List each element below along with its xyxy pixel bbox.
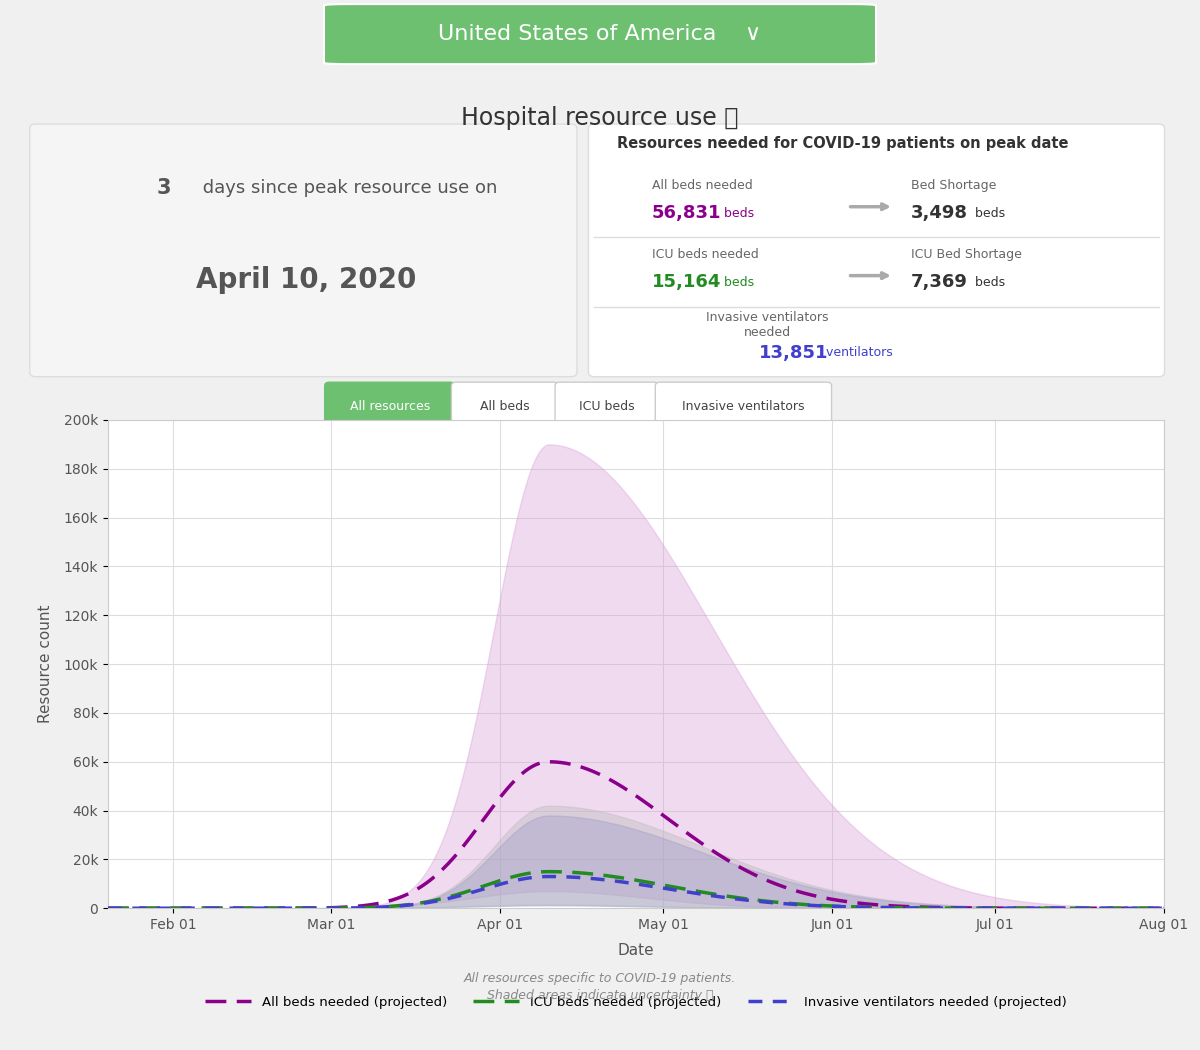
Text: beds: beds — [720, 207, 754, 219]
Legend: All beds needed (projected), ICU beds needed (projected), Invasive ventilators n: All beds needed (projected), ICU beds ne… — [199, 990, 1073, 1014]
Text: Invasive ventilators
needed: Invasive ventilators needed — [706, 311, 828, 339]
Text: 15,164: 15,164 — [652, 273, 721, 291]
Text: All beds: All beds — [480, 400, 529, 413]
Point — [587, 300, 601, 313]
FancyBboxPatch shape — [655, 382, 832, 430]
Point — [587, 231, 601, 244]
Text: 3,498: 3,498 — [911, 204, 968, 223]
Text: 13,851: 13,851 — [758, 343, 828, 362]
Text: All beds needed: All beds needed — [652, 180, 752, 192]
FancyBboxPatch shape — [324, 4, 876, 64]
Text: ICU Bed Shortage: ICU Bed Shortage — [911, 248, 1022, 261]
Text: ICU beds needed: ICU beds needed — [652, 248, 758, 261]
Text: April 10, 2020: April 10, 2020 — [196, 267, 416, 294]
Text: All resources: All resources — [349, 400, 430, 413]
Text: Resources needed for COVID-19 patients on peak date: Resources needed for COVID-19 patients o… — [617, 135, 1069, 151]
X-axis label: Date: Date — [618, 943, 654, 958]
FancyBboxPatch shape — [451, 382, 558, 430]
Text: ventilators: ventilators — [822, 346, 893, 359]
Text: Shaded areas indicate uncertainty ⓘ: Shaded areas indicate uncertainty ⓘ — [487, 989, 713, 1002]
Text: beds: beds — [720, 275, 754, 289]
Text: Hospital resource use ⓘ: Hospital resource use ⓘ — [461, 106, 739, 129]
Text: All resources specific to COVID-19 patients.: All resources specific to COVID-19 patie… — [464, 972, 736, 985]
Text: 7,369: 7,369 — [911, 273, 968, 291]
Text: beds: beds — [971, 275, 1006, 289]
Text: Bed Shortage: Bed Shortage — [911, 180, 996, 192]
Text: 56,831: 56,831 — [652, 204, 721, 223]
FancyBboxPatch shape — [556, 382, 659, 430]
Y-axis label: Resource count: Resource count — [37, 605, 53, 723]
Text: beds: beds — [971, 207, 1006, 219]
Point — [1152, 300, 1166, 313]
Text: 3: 3 — [156, 178, 170, 198]
Text: United States of America    ∨: United States of America ∨ — [438, 24, 762, 44]
FancyBboxPatch shape — [588, 124, 1164, 377]
FancyBboxPatch shape — [325, 382, 455, 430]
Text: days since peak resource use on: days since peak resource use on — [197, 180, 497, 197]
Point — [1152, 231, 1166, 244]
FancyBboxPatch shape — [30, 124, 577, 377]
Text: ICU beds: ICU beds — [580, 400, 635, 413]
Text: Invasive ventilators: Invasive ventilators — [682, 400, 805, 413]
